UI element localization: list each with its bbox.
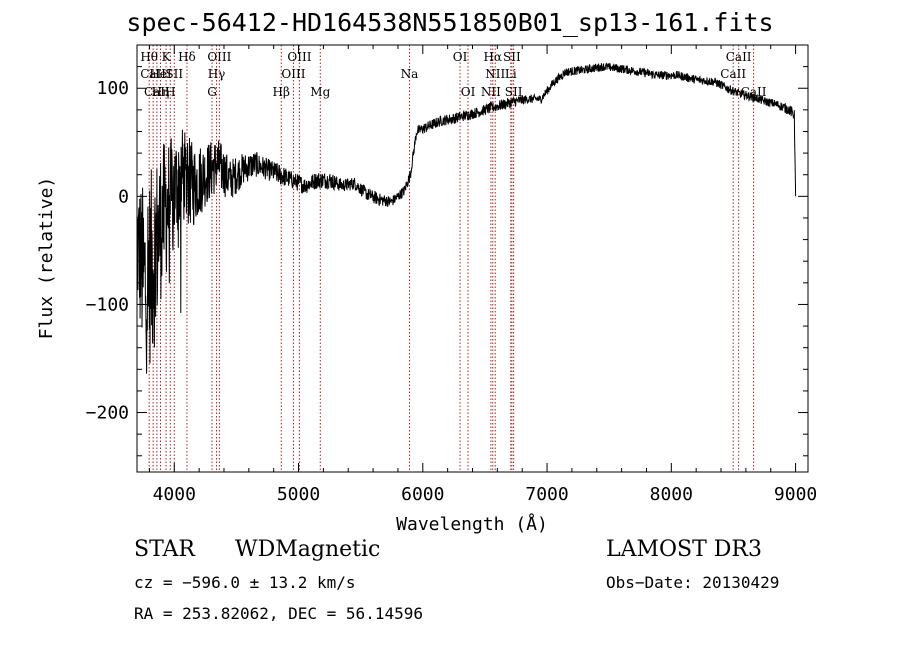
- coordinates-readout: RA = 253.82062, DEC = 56.14596: [134, 604, 423, 623]
- marker-label: Hθ: [140, 50, 158, 64]
- x-tick-label: 5000: [277, 484, 320, 505]
- marker-label: OIII: [287, 50, 311, 64]
- marker-label: CaII: [726, 50, 752, 64]
- marker-label: Mg: [310, 85, 330, 99]
- marker-label: Li: [505, 67, 517, 81]
- marker-label: HeI: [149, 67, 172, 81]
- marker-label: H: [165, 85, 175, 99]
- x-tick-label: 9000: [774, 484, 817, 505]
- marker-label: CaII: [144, 85, 170, 99]
- x-tick-label: 6000: [401, 484, 444, 505]
- survey-name: LAMOST DR3: [606, 537, 762, 562]
- x-tick-label: 8000: [650, 484, 693, 505]
- x-axis-label: Wavelength (Å): [396, 513, 548, 535]
- marker-label: CaII: [720, 67, 746, 81]
- object-subclass: WDMagnetic: [235, 537, 381, 562]
- line-markers: [148, 45, 755, 472]
- marker-label: OI: [453, 50, 468, 64]
- y-tick-label: 100: [96, 78, 129, 99]
- spectrum-line: [136, 62, 797, 374]
- marker-label: NII: [481, 85, 501, 99]
- marker-label: Hδ: [178, 50, 196, 64]
- marker-label: Hη: [152, 85, 170, 99]
- marker-label: SII: [165, 67, 183, 81]
- marker-label: CaII: [140, 67, 166, 81]
- marker-label: Hβ: [273, 85, 290, 99]
- classification-line: STAR WDMagnetic: [134, 537, 380, 562]
- x-axis-ticks: 4000 5000 6000 7000 8000 9000: [148, 45, 817, 505]
- marker-label: Na: [401, 67, 419, 81]
- marker-label: NII: [485, 67, 505, 81]
- marker-label: OIII: [207, 50, 231, 64]
- line-marker-labels: Hθ CaII CaII K HeI Hη SII H Hδ OIII Hγ G OIII OIII Hβ M…: [140, 50, 766, 99]
- y-tick-label: −100: [86, 294, 129, 315]
- y-tick-label: 0: [118, 186, 129, 207]
- plot-frame: [136, 44, 809, 473]
- marker-label: OI: [461, 85, 476, 99]
- marker-label: G: [207, 85, 217, 99]
- marker-label: SII: [503, 50, 521, 64]
- marker-label: OIII: [281, 67, 305, 81]
- redshift-readout: cz = −596.0 ± 13.2 km/s: [134, 573, 356, 592]
- marker-label: Hγ: [208, 67, 226, 81]
- y-axis-ticks: −200 −100 0 100: [86, 44, 808, 457]
- y-tick-label: −200: [86, 403, 129, 424]
- marker-label: Hα: [483, 50, 502, 64]
- x-tick-label: 7000: [525, 484, 568, 505]
- x-tick-label: 4000: [153, 484, 196, 505]
- marker-label: K: [162, 50, 172, 64]
- y-axis-label: Flux (relative): [36, 177, 57, 340]
- observation-date: Obs−Date: 20130429: [606, 573, 780, 592]
- marker-label: CaII: [741, 85, 767, 99]
- marker-label: SII: [505, 85, 523, 99]
- chart-title: spec-56412-HD164538N551850B01_sp13-161.f…: [126, 8, 774, 37]
- object-class: STAR: [134, 537, 195, 562]
